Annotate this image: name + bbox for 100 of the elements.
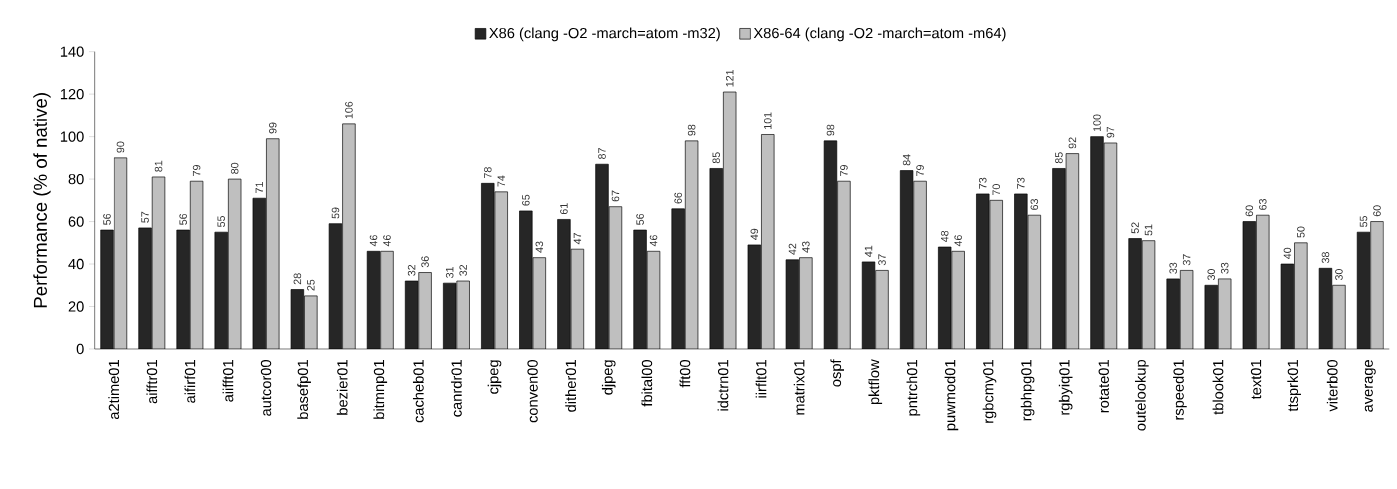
data-label: 40 xyxy=(1283,247,1292,260)
data-label: 43 xyxy=(535,241,544,253)
data-label: 55 xyxy=(1359,215,1368,227)
data-label: 73 xyxy=(1017,177,1025,189)
data-label: 106 xyxy=(345,101,353,119)
x-tick-label: aifftr01 xyxy=(146,360,158,404)
bar xyxy=(176,230,190,349)
data-label: 63 xyxy=(1259,199,1267,210)
x-tick-label: ospf xyxy=(830,359,845,387)
x-tick-label: ttsprk01 xyxy=(1287,360,1301,412)
legend-label: X86-64 (clang -O2 -march=atom -m64) xyxy=(753,27,1006,42)
data-label: 90 xyxy=(116,141,125,153)
data-label: 85 xyxy=(1055,152,1063,164)
data-label: 79 xyxy=(840,165,848,176)
data-label: 50 xyxy=(1297,226,1305,238)
x-tick-label: puwmod01 xyxy=(944,360,959,431)
x-tick-label: matrix01 xyxy=(793,360,805,415)
data-label: 60 xyxy=(1373,205,1381,217)
data-label: 25 xyxy=(307,279,315,291)
data-label: 46 xyxy=(383,235,391,247)
data-label: 78 xyxy=(483,167,492,179)
x-tick-label: bitmnp01 xyxy=(373,360,388,419)
x-tick-label: iirflt01 xyxy=(755,360,767,398)
data-label: 47 xyxy=(573,233,582,245)
data-label: 37 xyxy=(1182,254,1191,266)
x-tick-label: djpeg xyxy=(601,360,616,395)
x-tick-label: rotate01 xyxy=(1098,360,1109,413)
data-label: 70 xyxy=(992,184,1001,195)
y-tick-label: 60 xyxy=(68,216,84,227)
x-tick-label: average xyxy=(1364,360,1376,412)
y-tick-label: 80 xyxy=(68,173,84,185)
y-axis-title: Performance (% of native) xyxy=(33,93,51,308)
y-tick-label: 120 xyxy=(60,88,84,100)
data-label: 87 xyxy=(598,148,606,159)
data-label: 81 xyxy=(154,160,163,172)
data-label: 56 xyxy=(179,213,187,225)
bar xyxy=(595,164,609,349)
data-label: 56 xyxy=(103,213,111,225)
x-tick-label: rgbhpg01 xyxy=(1020,360,1035,421)
bar xyxy=(138,227,152,349)
y-tick-label: 100 xyxy=(60,131,84,142)
data-label: 98 xyxy=(687,124,696,136)
x-tick-label: text01 xyxy=(1250,360,1262,400)
data-label: 67 xyxy=(611,190,620,202)
data-label: 84 xyxy=(902,154,911,166)
x-tick-label: fbital00 xyxy=(641,359,653,407)
data-label: 57 xyxy=(141,211,149,223)
bar xyxy=(1128,238,1142,349)
data-label: 71 xyxy=(255,182,263,193)
x-tick-label: idctrn01 xyxy=(717,360,729,411)
data-label: 121 xyxy=(725,69,734,87)
x-tick-label: cjpeg xyxy=(487,360,502,394)
x-tick-label: canrdr01 xyxy=(451,360,462,417)
y-tick-label: 140 xyxy=(60,46,84,57)
x-tick-label: bezier01 xyxy=(336,360,348,415)
x-tick-label: outelookup xyxy=(1134,360,1149,431)
data-label: 63 xyxy=(1030,199,1039,210)
legend-label: X86 (clang -O2 -march=atom -m32) xyxy=(489,27,720,42)
data-label: 30 xyxy=(1207,269,1216,281)
bar xyxy=(1052,168,1066,349)
data-label: 97 xyxy=(1106,126,1115,138)
data-label: 46 xyxy=(369,235,378,247)
data-label: 33 xyxy=(1220,262,1229,274)
data-label: 85 xyxy=(712,152,721,164)
x-tick-label: aiifft01 xyxy=(222,360,234,402)
data-label: 51 xyxy=(1144,224,1153,236)
data-label: 65 xyxy=(522,194,530,206)
bar xyxy=(1014,193,1028,349)
data-label: 37 xyxy=(878,254,886,266)
x-tick-label: rgbyiq01 xyxy=(1058,360,1073,415)
x-tick-label: pntrch01 xyxy=(906,360,921,416)
x-tick-label: pktflow xyxy=(868,359,883,405)
data-label: 52 xyxy=(1131,222,1139,234)
data-label: 100 xyxy=(1093,114,1101,132)
y-tick-label: 40 xyxy=(68,258,84,270)
data-label: 60 xyxy=(1245,205,1254,217)
data-label: 32 xyxy=(459,264,467,276)
data-label: 33 xyxy=(1169,262,1177,274)
data-label: 101 xyxy=(764,112,772,129)
y-tick-label: 0 xyxy=(76,343,84,355)
bar xyxy=(519,210,533,349)
y-tick-label: 20 xyxy=(68,301,84,312)
x-tick-label: autcor00 xyxy=(260,359,272,416)
x-tick-label: viterb00 xyxy=(1326,359,1338,412)
data-label: 49 xyxy=(750,228,759,240)
data-label: 36 xyxy=(421,256,429,268)
data-label: 74 xyxy=(497,175,505,187)
x-tick-label: dither01 xyxy=(565,360,577,412)
data-label: 66 xyxy=(674,192,682,204)
x-tick-label: fft00 xyxy=(679,359,691,388)
bar xyxy=(1166,278,1180,349)
bar xyxy=(1090,136,1104,349)
x-tick-label: aifirf01 xyxy=(184,360,196,403)
data-label: 98 xyxy=(826,124,835,136)
x-tick-label: basefp01 xyxy=(297,360,311,419)
data-label: 48 xyxy=(940,230,949,243)
bar xyxy=(100,230,114,349)
data-label: 28 xyxy=(293,273,302,285)
data-label: 80 xyxy=(230,162,239,174)
data-label: 32 xyxy=(407,264,416,276)
